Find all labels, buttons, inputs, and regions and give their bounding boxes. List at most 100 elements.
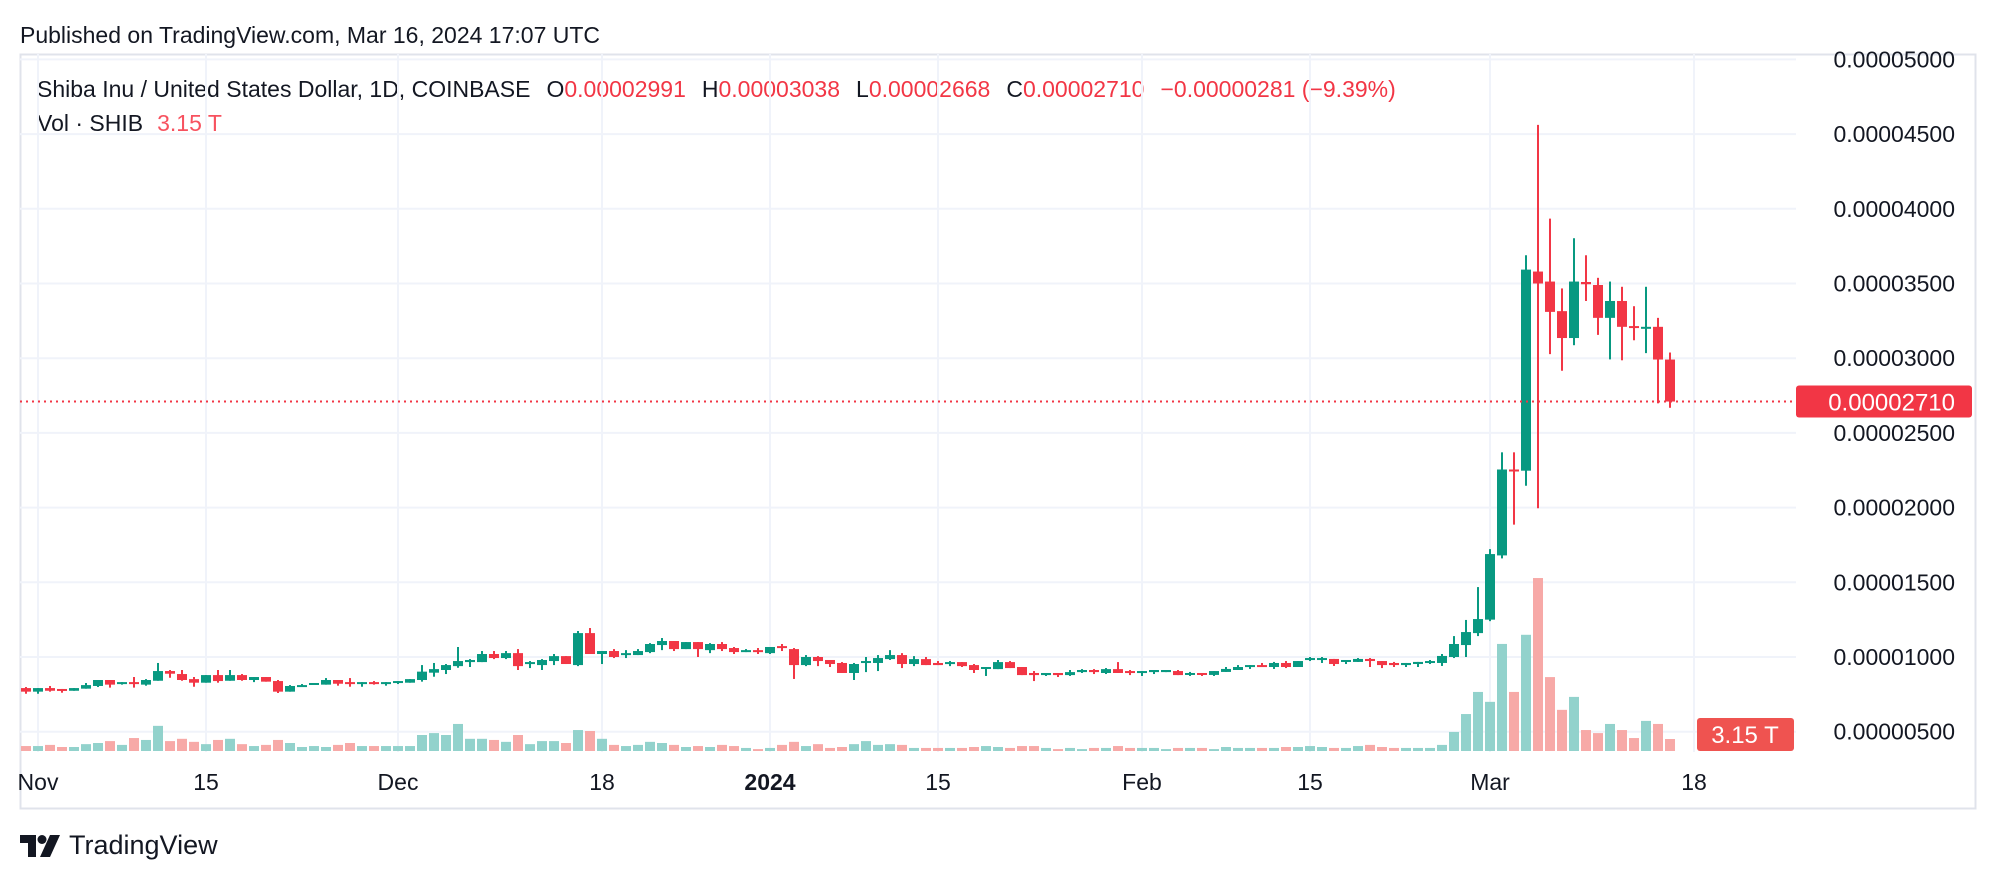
candle xyxy=(405,679,415,683)
candle-body xyxy=(1605,300,1615,318)
chart-legend-ohlc: Shiba Inu / United States Dollar, 1D, CO… xyxy=(37,76,1412,103)
high-label: H xyxy=(701,76,719,102)
tradingview-logo-icon xyxy=(20,834,60,857)
volume-bar xyxy=(1341,747,1351,751)
candle xyxy=(753,648,763,655)
volume-bar xyxy=(597,738,607,751)
candle xyxy=(1617,286,1627,361)
last-volume-label: 3.15 T xyxy=(1711,722,1779,749)
candle-body xyxy=(153,671,163,681)
volume-bar xyxy=(369,746,379,751)
candle-body xyxy=(1617,300,1627,327)
candle-body xyxy=(1509,469,1519,472)
candle-body xyxy=(429,669,439,673)
volume-bar xyxy=(1161,749,1171,751)
volume-bar xyxy=(981,746,991,751)
volume-bar xyxy=(1569,696,1579,751)
candle-body xyxy=(33,688,43,692)
candle-body xyxy=(1077,669,1087,673)
volume-bar xyxy=(1329,747,1339,751)
volume-bar xyxy=(321,746,331,751)
volume-bar xyxy=(777,744,787,751)
volume-bar xyxy=(1401,747,1411,751)
candle-body xyxy=(489,654,499,659)
candle xyxy=(993,659,1003,670)
volume-bar xyxy=(249,746,259,751)
candle-body xyxy=(165,671,175,674)
time-tick-label: Dec xyxy=(378,769,419,795)
candle xyxy=(105,680,115,688)
volume-bar xyxy=(1101,747,1111,751)
candle xyxy=(1329,658,1339,666)
symbol-title: Shiba Inu / United States Dollar, 1D, CO… xyxy=(37,76,531,102)
volume-bar xyxy=(1137,747,1147,751)
candle xyxy=(1365,658,1375,668)
volume-bar xyxy=(453,723,463,751)
volume-bar xyxy=(417,734,427,751)
volume-bar xyxy=(165,741,175,751)
volume-bar xyxy=(1449,731,1459,751)
volume-bar xyxy=(1209,749,1219,751)
candle-body xyxy=(1341,659,1351,662)
candle xyxy=(1437,654,1447,666)
volume-bar xyxy=(1485,701,1495,751)
price-axis[interactable]: 0.00005000 0.00004500 0.00004000 0.00003500… xyxy=(1833,46,1955,744)
candle-body xyxy=(609,651,619,657)
candle-body xyxy=(1005,662,1015,669)
candle xyxy=(609,649,619,659)
volume-series xyxy=(21,578,1675,751)
volume-bar xyxy=(1377,746,1387,751)
candle xyxy=(201,675,211,683)
candle-body xyxy=(453,661,463,667)
candle xyxy=(237,674,247,681)
candle xyxy=(1125,669,1135,676)
volume-bar xyxy=(1461,714,1471,751)
candle xyxy=(1305,657,1315,662)
candle xyxy=(45,685,55,692)
candle xyxy=(1173,669,1183,676)
time-axis[interactable]: Nov 15 Dec 18 2024 15 Feb 15 Mar 18 xyxy=(18,769,1707,795)
candle-body xyxy=(1185,672,1195,675)
candle xyxy=(837,662,847,673)
logo-text: TradingView xyxy=(69,830,218,860)
volume-bar xyxy=(1557,709,1567,751)
volume-bar xyxy=(897,744,907,751)
volume-bar xyxy=(429,733,439,751)
candle xyxy=(297,684,307,688)
volume-bar xyxy=(225,738,235,751)
candle-body xyxy=(333,680,343,684)
volume-bar xyxy=(1593,733,1603,751)
candle-body xyxy=(201,675,211,683)
time-tick-label: 18 xyxy=(1681,769,1707,795)
candle xyxy=(585,628,595,655)
open-label: O xyxy=(546,76,565,102)
candle-body xyxy=(465,659,475,663)
candle xyxy=(1497,452,1507,559)
price-tick-label: 0.00002000 xyxy=(1833,495,1955,521)
volume-legend: Vol · SHIB 3.15 T xyxy=(37,110,222,137)
candle-body xyxy=(1065,672,1075,676)
candle xyxy=(1113,662,1123,673)
candle-body xyxy=(633,651,643,656)
candle-body xyxy=(1653,326,1663,360)
candle-body xyxy=(1521,269,1531,471)
candle-body xyxy=(477,654,487,663)
last-price-line: 0.00002710 3.15 T xyxy=(20,385,1972,751)
candle xyxy=(849,662,859,681)
volume-value: 3.15 T xyxy=(157,110,222,136)
candle-body xyxy=(657,641,667,646)
volume-bar xyxy=(1269,747,1279,751)
candle xyxy=(1377,661,1387,669)
volume-bar xyxy=(621,746,631,751)
candle-body xyxy=(93,680,103,686)
chart-frame xyxy=(19,53,1977,810)
low-value: 0.00002668 xyxy=(868,76,991,102)
tradingview-logo[interactable]: TradingView xyxy=(20,830,218,861)
candle xyxy=(1581,255,1591,301)
volume-bar xyxy=(1053,749,1063,751)
volume-bar xyxy=(393,746,403,751)
volume-bar xyxy=(1041,747,1051,751)
volume-bar xyxy=(933,747,943,751)
candle xyxy=(1161,669,1171,673)
